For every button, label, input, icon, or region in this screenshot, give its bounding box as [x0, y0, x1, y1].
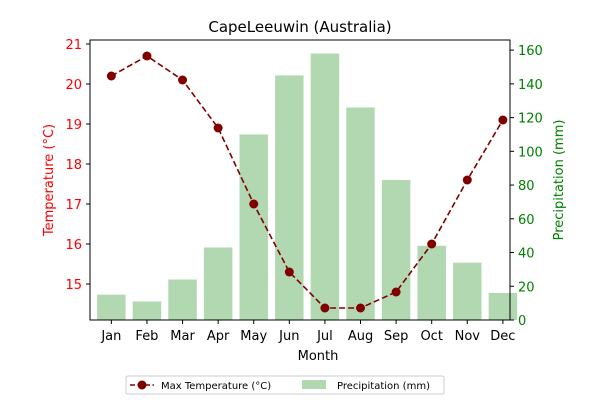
left-y-tick-label: 18	[65, 158, 82, 173]
legend: Max Temperature (°C) Precipitation (mm)	[125, 375, 445, 395]
temperature-point-jan	[106, 71, 116, 81]
temperature-point-nov	[462, 175, 472, 185]
temperature-point-oct	[427, 239, 437, 249]
left-y-tick-label: 16	[65, 238, 82, 253]
legend-marker-swatch	[137, 380, 147, 390]
right-y-tick-label: 20	[518, 280, 535, 295]
left-y-tick-label: 21	[65, 38, 82, 53]
x-tick-label: Oct	[420, 329, 442, 344]
legend-box	[125, 375, 445, 395]
temperature-point-jul	[320, 303, 330, 313]
temperature-point-dec	[498, 115, 508, 125]
chart-title: CapeLeeuwin (Australia)	[208, 18, 391, 36]
left-y-tick-label: 19	[65, 118, 82, 133]
x-tick-label: Jan	[100, 329, 121, 344]
right-y-tick-label: 120	[518, 112, 543, 127]
temperature-line-path	[110, 55, 504, 309]
precipitation-bar-jun	[275, 75, 304, 320]
legend-label-precipitation: Precipitation (mm)	[337, 381, 430, 392]
x-tick-label: Mar	[170, 329, 195, 344]
right-y-tick-label: 40	[518, 247, 535, 262]
x-tick-label: Sep	[384, 329, 409, 344]
precipitation-bar-sep	[381, 180, 411, 320]
left-y-tick-label: 20	[65, 78, 82, 93]
precipitation-bar-jul	[310, 53, 340, 320]
right-axis-label: Precipitation (mm)	[552, 120, 567, 241]
left-y-tick-label: 17	[65, 198, 82, 213]
temperature-point-feb	[142, 51, 152, 61]
x-tick-label: Nov	[455, 329, 481, 344]
x-tick-label: Jul	[316, 329, 333, 344]
right-y-tick-label: 60	[518, 213, 535, 228]
left-axis-label: Temperature (°C)	[42, 124, 57, 237]
right-y-tick-label: 80	[518, 179, 535, 194]
temperature-line	[106, 51, 508, 313]
x-tick-label: Aug	[348, 329, 373, 344]
right-y-tick-label: 100	[518, 145, 543, 160]
precipitation-bar-feb	[132, 301, 162, 320]
precipitation-bar-nov	[453, 262, 482, 320]
precipitation-bar-oct	[417, 245, 446, 320]
precipitation-bar-apr	[203, 247, 233, 320]
temperature-point-mar	[178, 75, 188, 85]
precipitation-bars	[97, 53, 518, 320]
right-y-tick-label: 0	[518, 314, 526, 329]
x-tick-label: Apr	[207, 329, 230, 344]
x-tick-label: Dec	[490, 329, 515, 344]
temperature-point-aug	[356, 303, 366, 313]
precipitation-bar-may	[239, 134, 268, 320]
plot-frame	[89, 39, 511, 321]
right-y-tick-label: 160	[518, 44, 543, 59]
legend-bar-swatch	[302, 380, 326, 389]
legend-label-temperature: Max Temperature (°C)	[161, 381, 271, 392]
precipitation-bar-aug	[346, 107, 375, 320]
right-y-tick-label: 140	[518, 78, 543, 93]
left-y-tick-label: 15	[65, 278, 82, 293]
x-tick-label: Feb	[135, 329, 158, 344]
precipitation-bar-dec	[488, 293, 518, 320]
axes: Jan Feb Mar Apr May Jun Jul Aug Sep Oct Nov Dec 15 16…	[65, 38, 542, 344]
precipitation-bar-mar	[168, 279, 197, 320]
temperature-point-may	[249, 199, 259, 209]
x-tick-label: May	[240, 329, 267, 344]
temperature-point-sep	[391, 287, 401, 297]
temperature-point-jun	[284, 267, 294, 277]
temperature-point-apr	[213, 123, 223, 133]
x-axis-label: Month	[298, 349, 339, 364]
x-tick-label: Jun	[278, 329, 299, 344]
precipitation-bar-jan	[97, 294, 126, 320]
